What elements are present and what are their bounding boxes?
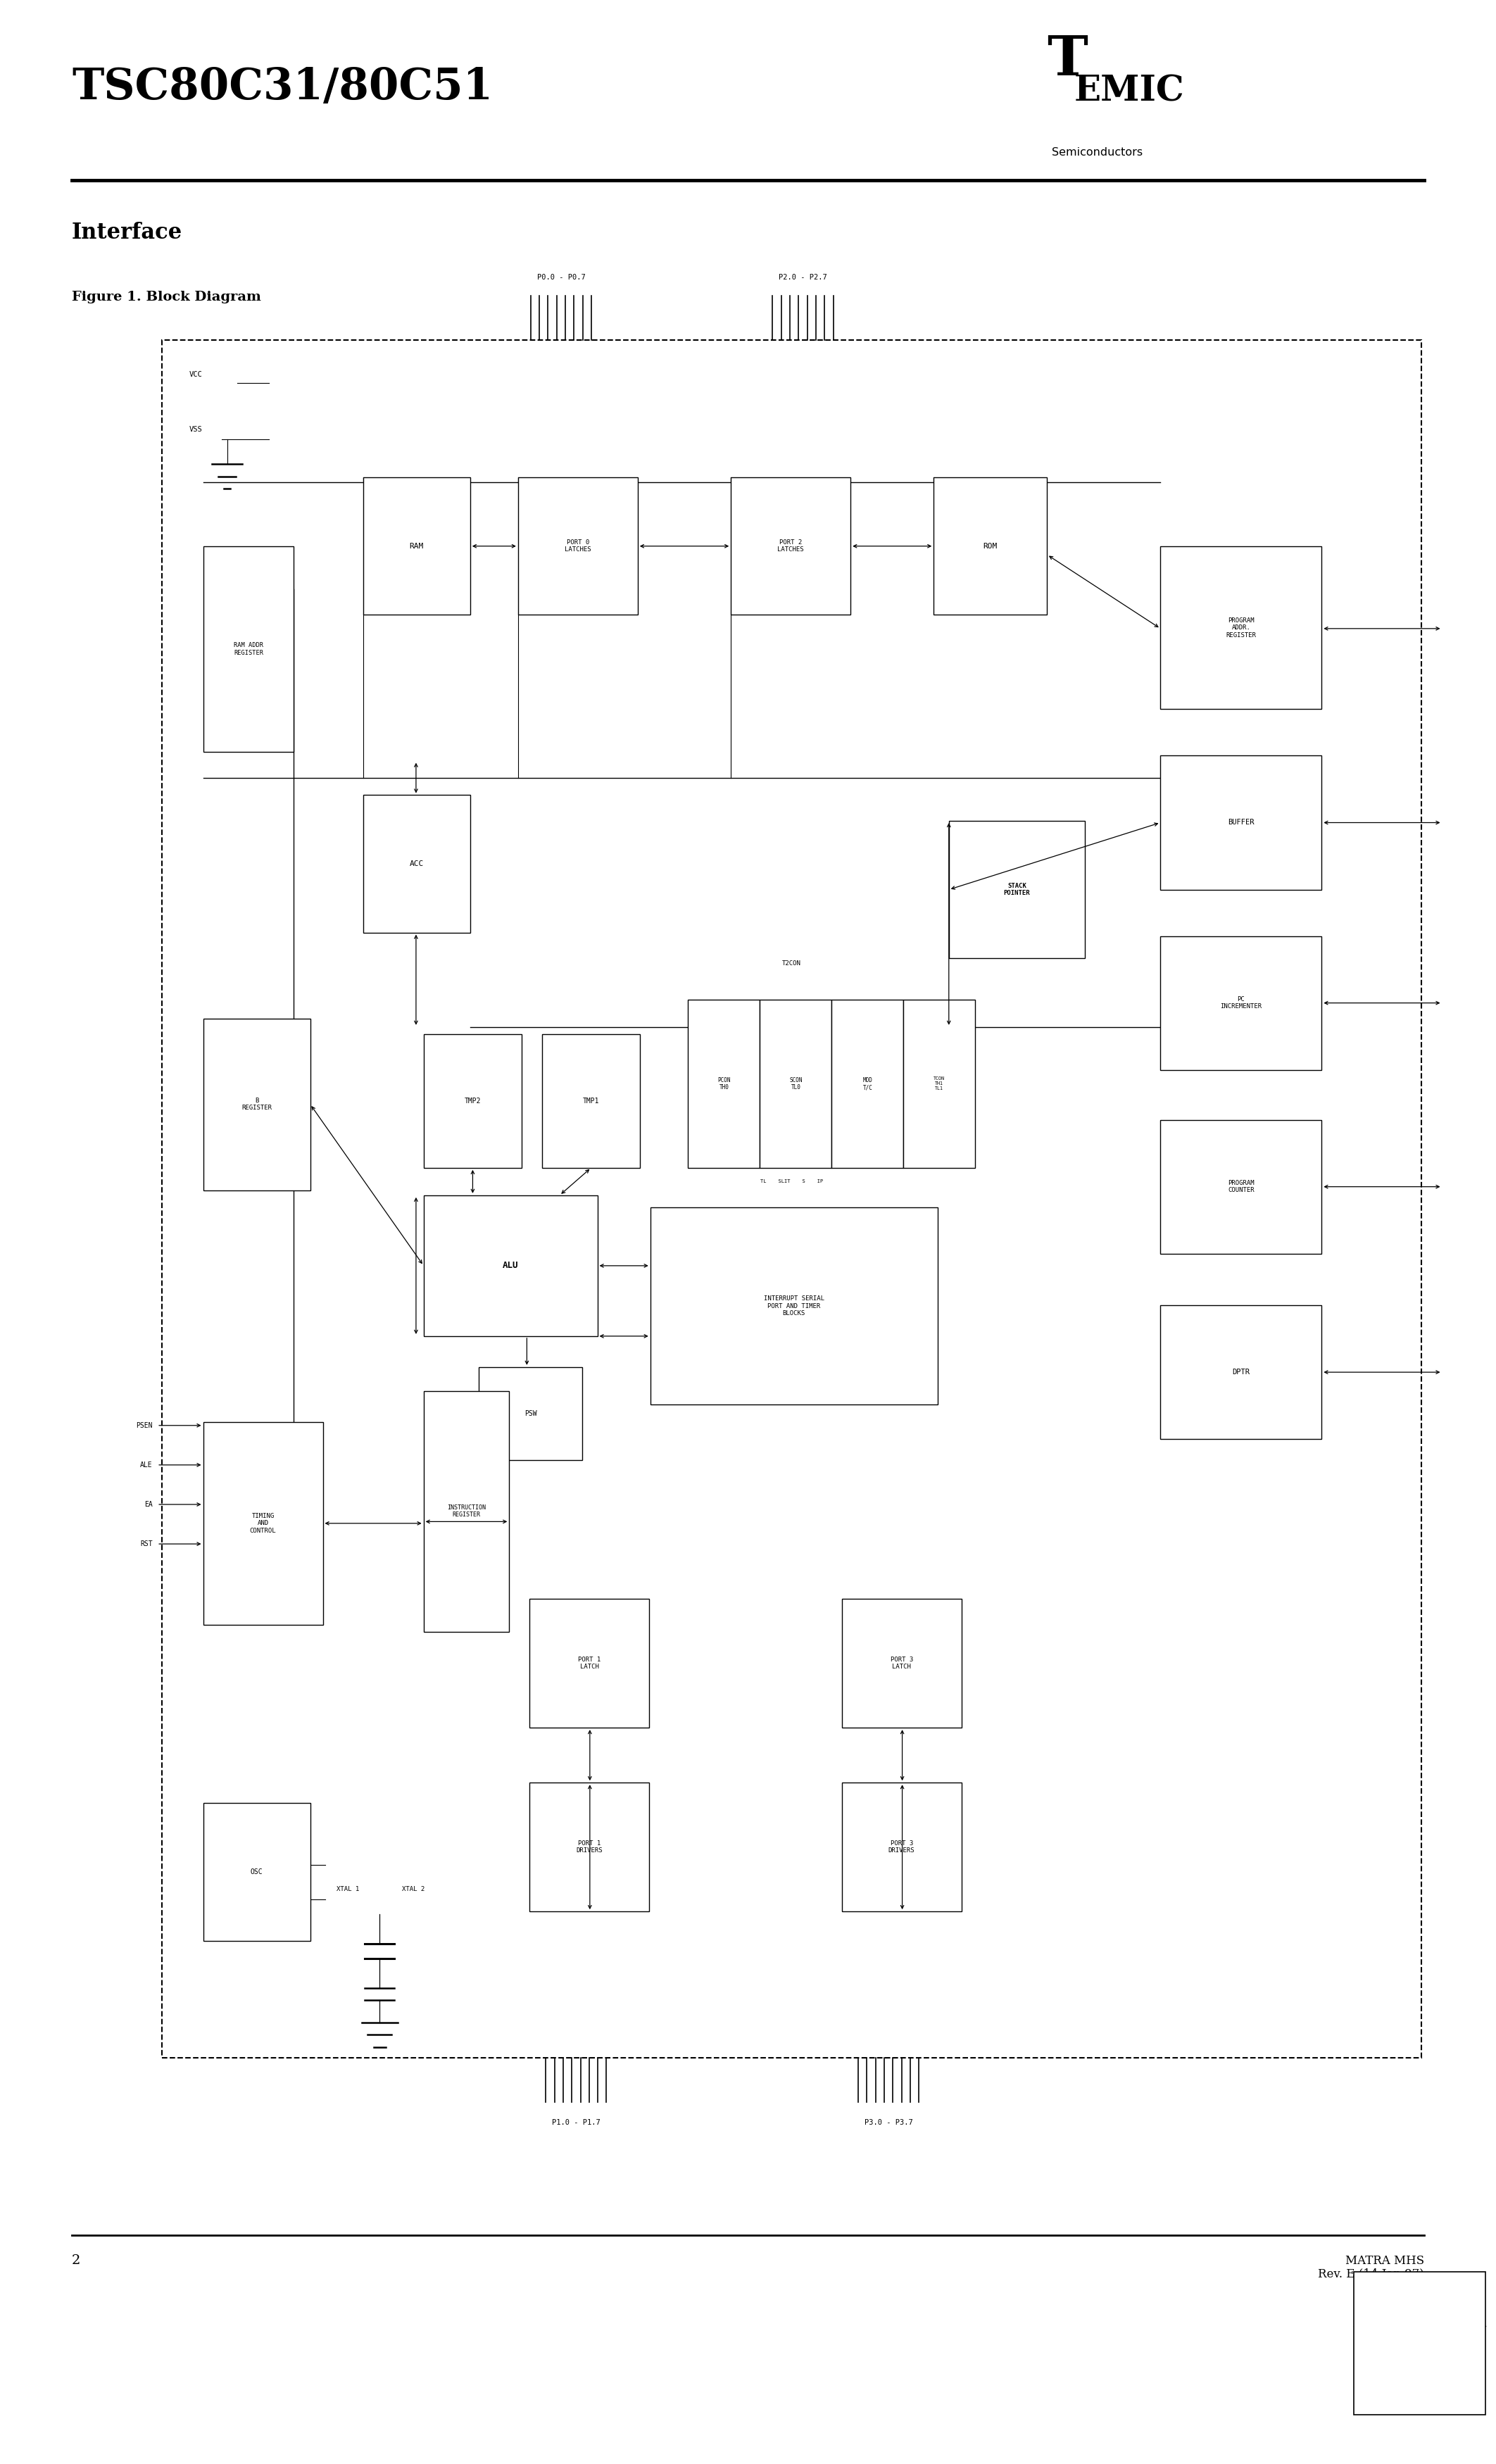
Text: ACC: ACC	[410, 860, 423, 867]
Bar	[760, 1000, 832, 1168]
Bar	[1161, 936, 1321, 1069]
Text: DPTR: DPTR	[1233, 1368, 1249, 1375]
Bar	[934, 478, 1047, 616]
Bar	[479, 1368, 582, 1459]
Text: 2: 2	[72, 2255, 81, 2267]
Text: PC
INCREMENTER: PC INCREMENTER	[1221, 995, 1263, 1010]
Text: OSC: OSC	[250, 1868, 263, 1875]
Text: SCON
TL0: SCON TL0	[790, 1077, 802, 1092]
Text: STACK
POINTER: STACK POINTER	[1004, 882, 1031, 897]
Text: INSTRUCTION
REGISTER: INSTRUCTION REGISTER	[447, 1506, 486, 1518]
Text: ALU: ALU	[503, 1262, 519, 1271]
Text: TIMING
AND
CONTROL: TIMING AND CONTROL	[250, 1513, 277, 1533]
Bar	[203, 1804, 310, 1942]
Text: TSC80C31/80C51: TSC80C31/80C51	[72, 67, 492, 108]
Text: VSS: VSS	[190, 426, 202, 434]
Text: EA: EA	[144, 1501, 153, 1508]
Text: Semiconductors: Semiconductors	[1052, 148, 1143, 158]
Bar	[423, 1392, 509, 1631]
Text: PCON
TH0: PCON TH0	[718, 1077, 730, 1092]
Text: XTAL 1: XTAL 1	[337, 1885, 359, 1892]
Text: PORT 2
LATCHES: PORT 2 LATCHES	[778, 540, 803, 552]
Text: PSEN: PSEN	[136, 1422, 153, 1429]
Bar	[1161, 1306, 1321, 1439]
Text: T2CON: T2CON	[782, 961, 800, 966]
Bar	[904, 1000, 975, 1168]
Bar	[842, 1599, 962, 1727]
Text: ALE: ALE	[141, 1461, 153, 1469]
Bar	[203, 547, 293, 752]
Text: P0.0 - P0.7: P0.0 - P0.7	[537, 274, 585, 281]
Bar	[203, 1018, 310, 1190]
Bar	[364, 796, 470, 931]
Text: PROGRAM
COUNTER: PROGRAM COUNTER	[1228, 1180, 1254, 1193]
Bar	[688, 1000, 760, 1168]
Bar	[162, 340, 1421, 2057]
Text: PORT 3
LATCH: PORT 3 LATCH	[890, 1656, 913, 1671]
Bar	[203, 1422, 323, 1624]
Bar	[651, 1207, 938, 1404]
Text: TMP1: TMP1	[583, 1096, 600, 1104]
Text: MATRA MHS
Rev. E (14 Jan.97): MATRA MHS Rev. E (14 Jan.97)	[1318, 2255, 1424, 2279]
Bar	[832, 1000, 904, 1168]
Text: P1.0 - P1.7: P1.0 - P1.7	[552, 2119, 600, 2126]
Text: P3.0 - P3.7: P3.0 - P3.7	[865, 2119, 913, 2126]
Text: EMIC: EMIC	[1074, 74, 1185, 108]
Text: INTERRUPT SERIAL
PORT AND TIMER
BLOCKS: INTERRUPT SERIAL PORT AND TIMER BLOCKS	[763, 1296, 824, 1316]
Text: RAM ADDR
REGISTER: RAM ADDR REGISTER	[233, 643, 263, 655]
Bar	[530, 1599, 649, 1727]
Text: PORT 3
DRIVERS: PORT 3 DRIVERS	[889, 1841, 916, 1853]
Text: TCON
TH1
TL1: TCON TH1 TL1	[934, 1077, 945, 1092]
Bar	[364, 478, 470, 616]
Bar	[948, 821, 1085, 958]
Bar	[1354, 2272, 1486, 2415]
Text: RST: RST	[141, 1540, 153, 1547]
Text: Figure 1. Block Diagram: Figure 1. Block Diagram	[72, 291, 262, 303]
Bar	[423, 1035, 522, 1168]
Text: MOD
T/C: MOD T/C	[863, 1077, 872, 1092]
Text: VCC: VCC	[190, 372, 202, 377]
Bar	[1161, 547, 1321, 710]
Text: TMP2: TMP2	[464, 1096, 482, 1104]
Text: ROM: ROM	[983, 542, 998, 549]
Text: BUFFER: BUFFER	[1228, 818, 1254, 825]
Text: PORT 1
DRIVERS: PORT 1 DRIVERS	[576, 1841, 603, 1853]
Text: PROGRAM
ADDR.
REGISTER: PROGRAM ADDR. REGISTER	[1225, 616, 1257, 638]
Text: TL    SLIT    S    IP: TL SLIT S IP	[760, 1180, 823, 1183]
Bar	[518, 478, 637, 616]
Text: Interface: Interface	[72, 222, 183, 244]
Bar	[1161, 1119, 1321, 1254]
Bar	[423, 1195, 597, 1335]
Bar	[732, 478, 851, 616]
Text: PSW: PSW	[525, 1409, 537, 1417]
Text: B
REGISTER: B REGISTER	[241, 1096, 272, 1111]
Text: P2.0 - P2.7: P2.0 - P2.7	[778, 274, 827, 281]
Bar	[542, 1035, 640, 1168]
Bar	[842, 1781, 962, 1912]
Text: PORT 1
LATCH: PORT 1 LATCH	[577, 1656, 600, 1671]
Text: XTAL 2: XTAL 2	[402, 1885, 425, 1892]
Bar	[1161, 756, 1321, 890]
Bar	[530, 1781, 649, 1912]
Text: RAM: RAM	[410, 542, 423, 549]
Text: T: T	[1047, 32, 1088, 86]
Text: PORT 0
LATCHES: PORT 0 LATCHES	[564, 540, 591, 552]
